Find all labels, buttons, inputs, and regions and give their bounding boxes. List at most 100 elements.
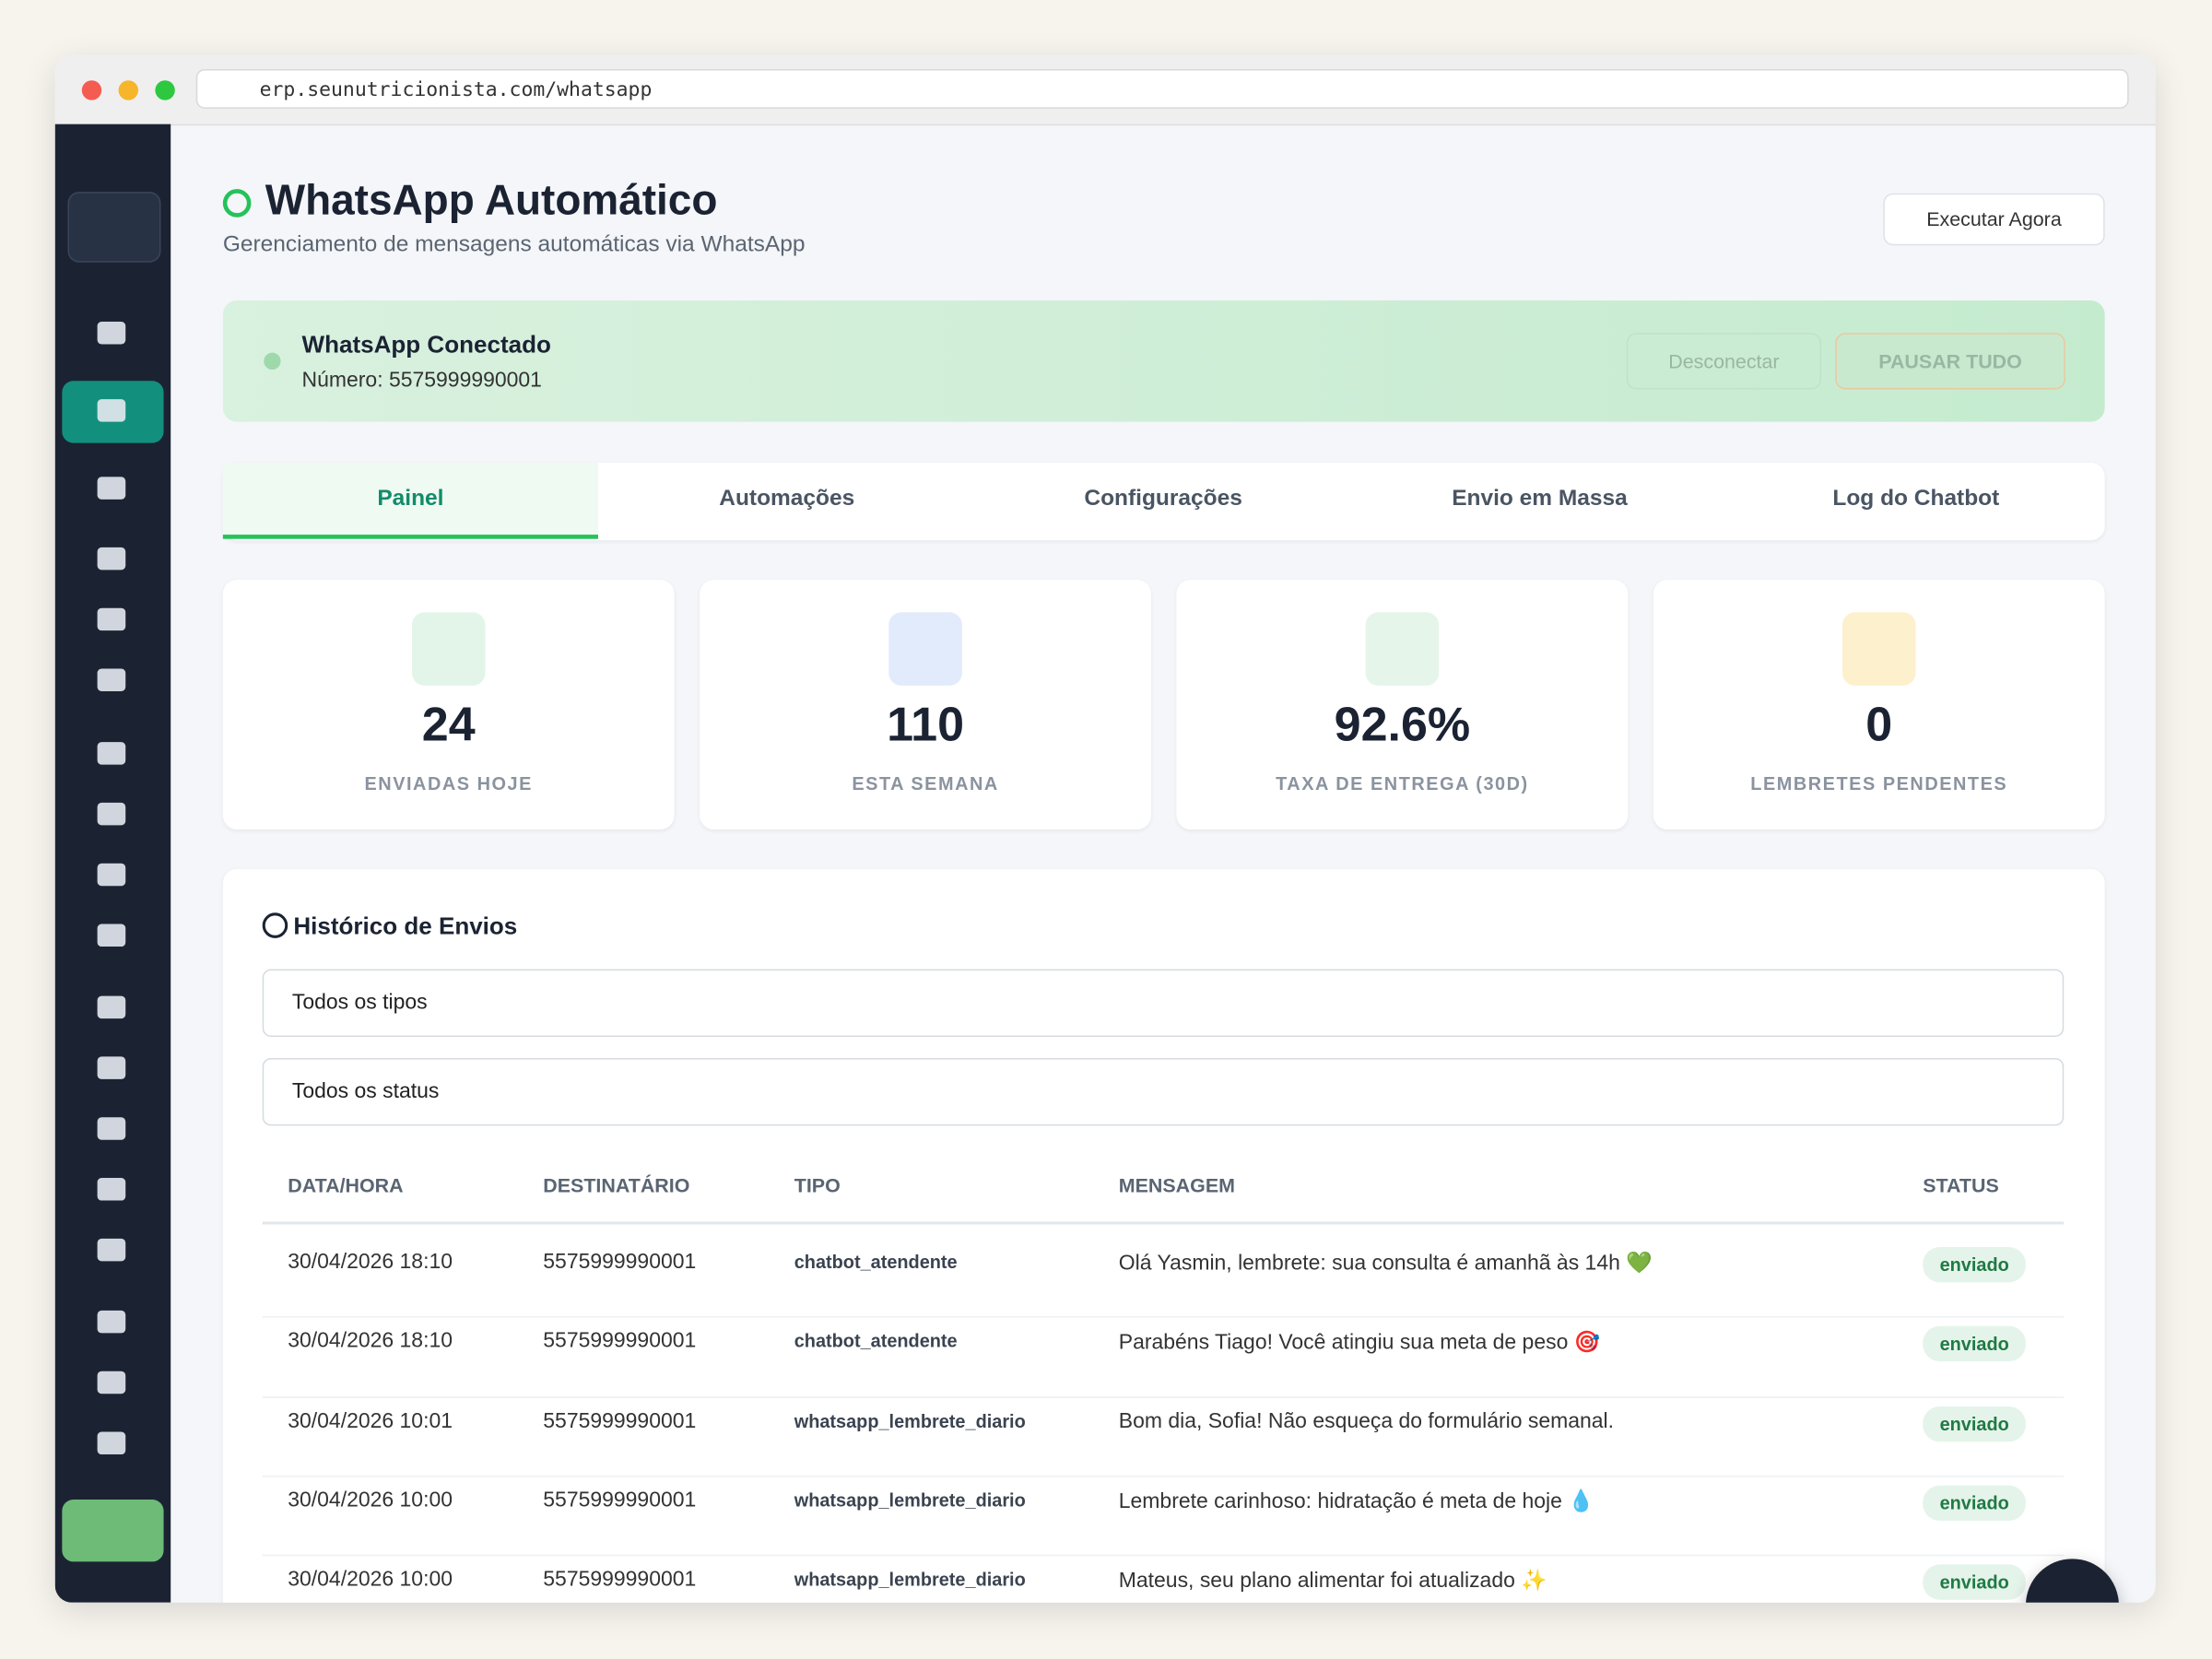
nav-icon[interactable] <box>97 802 126 826</box>
stat-label: LEMBRETES PENDENTES <box>1750 772 2008 794</box>
column-header: STATUS <box>1923 1173 1999 1196</box>
status-badge: enviado <box>1923 1247 2027 1283</box>
row-rule <box>262 1475 2065 1477</box>
status-badge: enviado <box>1923 1485 2027 1521</box>
close-dot[interactable] <box>81 80 102 100</box>
history-title: Histórico de Envios <box>293 912 518 940</box>
tab[interactable]: Log do Chatbot <box>1832 487 2000 512</box>
row-rule <box>262 1316 2065 1319</box>
pause-button[interactable]: PAUSAR TUDO <box>1835 333 2065 390</box>
stat-card: 110 ESTA SEMANA <box>700 580 1151 830</box>
connection-number: Número: 5575999990001 <box>301 368 542 393</box>
stat-value: 24 <box>421 698 476 752</box>
page-title: WhatsApp Automático <box>265 177 718 225</box>
stat-value: 92.6% <box>1334 698 1471 752</box>
table-cell: 5575999990001 <box>543 1408 697 1433</box>
column-header: MENSAGEM <box>1118 1173 1235 1196</box>
table-cell: chatbot_atendente <box>794 1330 958 1352</box>
row-rule <box>262 1395 2065 1398</box>
nav-icon[interactable] <box>97 321 126 345</box>
stat-icon <box>1841 612 1916 686</box>
table-cell: 5575999990001 <box>543 1488 697 1512</box>
status-badge: enviado <box>1923 1564 2027 1600</box>
url-bar[interactable]: erp.seunutricionista.com/whatsapp <box>195 68 2129 109</box>
table-cell: 30/04/2026 18:10 <box>288 1250 453 1275</box>
table-cell: Parabéns Tiago! Você atingiu sua meta de… <box>1118 1330 1601 1355</box>
stat-label: ENVIADAS HOJE <box>364 772 533 794</box>
nav-icon[interactable] <box>97 1310 126 1334</box>
table-cell: whatsapp_lembrete_diario <box>794 1489 1026 1512</box>
nav-icon[interactable] <box>97 607 126 631</box>
nav-icon[interactable] <box>97 547 126 571</box>
stat-card: 92.6% TAXA DE ENTREGA (30D) <box>1176 580 1629 830</box>
table-cell: 5575999990001 <box>543 1567 697 1592</box>
tab-bar: Painel Automações Configurações Envio em Ma… <box>222 463 2105 541</box>
table-cell: 5575999990001 <box>543 1329 697 1354</box>
disconnect-button[interactable]: Desconectar <box>1626 333 1822 390</box>
search-button[interactable] <box>67 192 161 263</box>
nav-icon[interactable] <box>97 1056 126 1079</box>
nav-icon[interactable] <box>97 863 126 887</box>
filter-select[interactable]: Todos os tipos <box>262 969 2065 1037</box>
tab[interactable]: Configurações <box>1084 487 1242 512</box>
nav-icon[interactable] <box>97 1178 126 1201</box>
tab[interactable]: Envio em Massa <box>1452 487 1628 512</box>
browser-bar: erp.seunutricionista.com/whatsapp <box>54 54 2156 126</box>
nav-icon[interactable] <box>97 477 126 500</box>
column-header: DATA/HORA <box>288 1173 404 1196</box>
table-cell: 30/04/2026 10:01 <box>288 1408 453 1433</box>
row-rule <box>262 1555 2065 1557</box>
table-cell: chatbot_atendente <box>794 1251 958 1273</box>
nav-icon[interactable] <box>97 995 126 1019</box>
status-badge: enviado <box>1923 1326 2027 1362</box>
tab[interactable]: Automações <box>719 487 855 512</box>
column-header: TIPO <box>794 1173 841 1196</box>
nav-icon[interactable] <box>97 1238 126 1262</box>
status-dot <box>264 352 281 371</box>
filter-select[interactable]: Todos os status <box>262 1057 2065 1126</box>
sidebar <box>54 124 171 1603</box>
table-header-rule <box>262 1221 2065 1225</box>
stat-icon <box>888 612 962 686</box>
tab[interactable]: Painel <box>222 463 598 539</box>
nav-icon[interactable] <box>97 1371 126 1394</box>
main: WhatsApp Automático Gerenciamento de men… <box>171 124 2156 1603</box>
table-cell: whatsapp_lembrete_diario <box>794 1409 1026 1431</box>
connection-card: WhatsApp Conectado Número: 5575999990001… <box>222 300 2105 422</box>
table-cell: 5575999990001 <box>543 1250 697 1275</box>
table-cell: 30/04/2026 10:00 <box>288 1567 453 1592</box>
stat-value: 110 <box>887 698 965 752</box>
stat-label: ESTA SEMANA <box>852 772 999 794</box>
table-cell: Bom dia, Sofia! Não esqueça do formulári… <box>1118 1408 1615 1433</box>
browser-window: erp.seunutricionista.com/whatsapp WhatsA… <box>54 54 2156 1603</box>
run-now-button[interactable]: Executar Agora <box>1883 193 2105 246</box>
history-card: Histórico de Envios Todos os tipos Todos … <box>222 868 2105 1603</box>
nav-icon[interactable] <box>97 1117 126 1140</box>
nav-icon[interactable] <box>97 1431 126 1455</box>
minimize-dot[interactable] <box>118 80 138 100</box>
table-cell: Olá Yasmin, lembrete: sua consulta é ama… <box>1118 1251 1653 1276</box>
nav-finance[interactable] <box>62 1500 164 1562</box>
stat-card: 24 ENVIADAS HOJE <box>222 580 675 830</box>
table-cell: 30/04/2026 18:10 <box>288 1329 453 1354</box>
table-cell: 30/04/2026 10:00 <box>288 1488 453 1512</box>
history-icon <box>262 912 288 938</box>
nav-icon[interactable] <box>97 668 126 691</box>
status-badge: enviado <box>1923 1406 2027 1441</box>
nav-icon[interactable] <box>97 924 126 947</box>
stat-icon <box>411 612 486 686</box>
page-subtitle: Gerenciamento de mensagens automáticas v… <box>222 232 806 257</box>
stat-card: 0 LEMBRETES PENDENTES <box>1653 580 2105 830</box>
column-header: DESTINATÁRIO <box>543 1173 690 1196</box>
maximize-dot[interactable] <box>155 80 175 100</box>
nav-icon[interactable] <box>97 742 126 765</box>
nav-icon[interactable] <box>97 399 126 422</box>
table-cell: whatsapp_lembrete_diario <box>794 1569 1026 1591</box>
table-cell: Mateus, seu plano alimentar foi atualiza… <box>1118 1569 1547 1594</box>
table-cell: Lembrete carinhoso: hidratação é meta de… <box>1118 1489 1594 1514</box>
stat-label: TAXA DE ENTREGA (30D) <box>1276 772 1529 794</box>
stat-icon <box>1365 612 1440 686</box>
